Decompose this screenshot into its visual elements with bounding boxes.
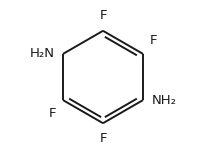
Text: F: F: [99, 9, 107, 22]
Text: F: F: [99, 132, 107, 145]
Text: H₂N: H₂N: [29, 47, 55, 60]
Text: NH₂: NH₂: [151, 94, 177, 107]
Text: F: F: [49, 107, 56, 120]
Text: F: F: [150, 34, 157, 47]
